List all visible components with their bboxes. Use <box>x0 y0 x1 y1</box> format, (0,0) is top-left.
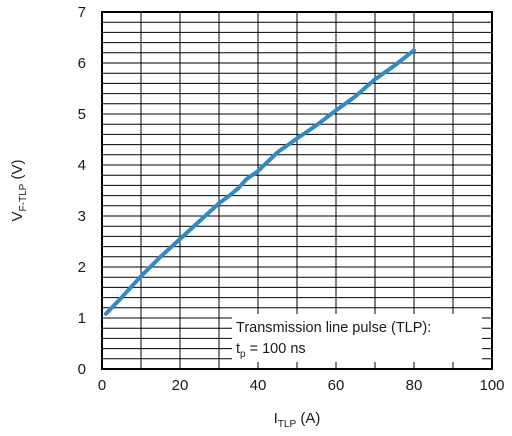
y-tick-label: 4 <box>78 157 86 174</box>
x-axis-label-unit: (A) <box>296 410 320 427</box>
x-axis-label-main: I <box>274 410 278 427</box>
y-axis-label-unit: (V) <box>9 160 26 184</box>
y-tick-label: 6 <box>78 55 86 72</box>
x-tick-label: 60 <box>328 377 345 394</box>
y-axis-label-subscript: F-TLP <box>18 183 29 211</box>
annotation-background <box>232 314 482 362</box>
y-axis-label: VF-TLP (V) <box>9 160 29 222</box>
x-axis-label-subscript: TLP <box>278 419 297 430</box>
annotation-line-1: Transmission line pulse (TLP): <box>236 320 431 336</box>
annotation-pulse-width: = 100 ns <box>246 341 306 357</box>
x-tick-label: 80 <box>406 377 423 394</box>
x-tick-labels: 0 20 40 60 80 100 <box>98 377 505 394</box>
annotation-box: Transmission line pulse (TLP): tp = 100 … <box>232 314 482 362</box>
annotation-t: t <box>236 341 240 357</box>
y-tick-label: 7 <box>78 4 86 21</box>
annotation-line-2: tp = 100 ns <box>236 341 306 360</box>
y-axis-label-main: V <box>9 211 26 221</box>
x-tick-label: 100 <box>479 377 504 394</box>
y-tick-label: 3 <box>78 208 86 225</box>
x-tick-label: 20 <box>172 377 189 394</box>
x-tick-label: 0 <box>98 377 106 394</box>
y-tick-label: 1 <box>78 310 86 327</box>
series-line <box>103 48 416 316</box>
y-tick-labels: 0 1 2 3 4 5 6 7 <box>78 4 86 378</box>
plot-area <box>101 11 493 370</box>
y-tick-label: 2 <box>78 259 86 276</box>
x-tick-label: 40 <box>250 377 267 394</box>
x-axis-label: ITLP (A) <box>274 410 321 430</box>
y-tick-label: 5 <box>78 106 86 123</box>
y-tick-label: 0 <box>78 361 86 378</box>
annotation-t-subscript: p <box>240 349 246 360</box>
